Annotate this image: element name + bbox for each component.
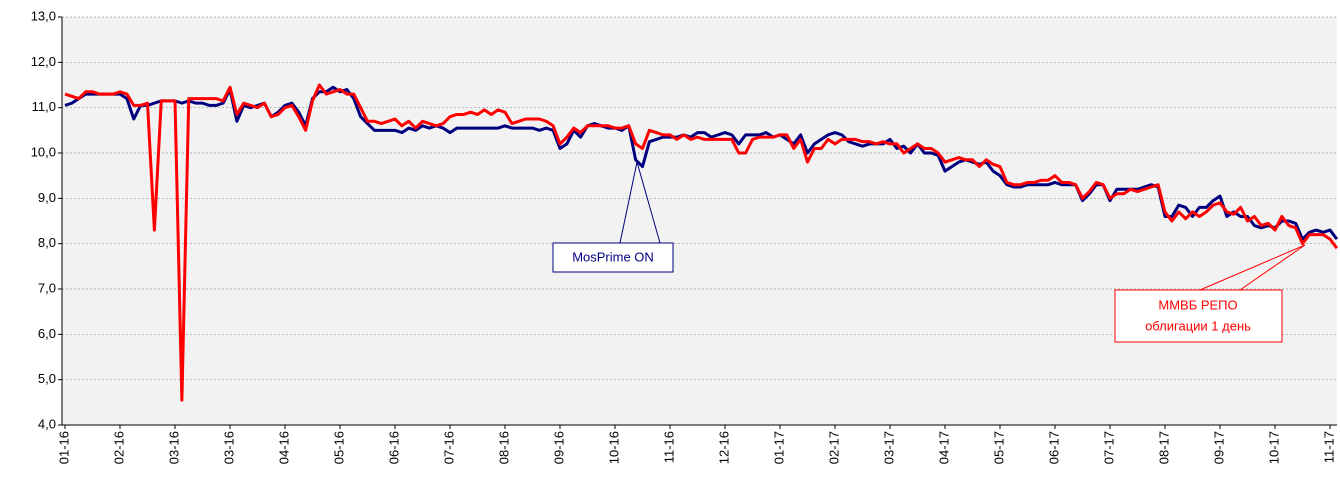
annotation-leader <box>636 161 661 244</box>
y-tick-label: 6,0 <box>38 326 56 341</box>
grid <box>62 16 1337 426</box>
annotation: MosPrime ON <box>572 249 654 264</box>
x-tick-label: 02-16 <box>111 431 126 464</box>
annotation-leader <box>619 161 638 244</box>
annotation-leader <box>1199 244 1306 291</box>
x-tick-label: 11-16 <box>661 431 676 463</box>
annotation-leader <box>1239 244 1306 291</box>
series-line <box>64 83 1339 402</box>
x-tick-label: 06-16 <box>386 431 401 464</box>
y-tick-label: 12,0 <box>31 54 56 69</box>
x-tick-label: 10-17 <box>1266 431 1281 464</box>
x-tick-label: 09-17 <box>1211 431 1226 464</box>
x-tick-label: 01-17 <box>771 431 786 464</box>
x-tick-label: 07-17 <box>1101 431 1116 464</box>
y-tick-label: 8,0 <box>38 235 56 250</box>
lines <box>64 83 1339 402</box>
annotation-box <box>552 242 674 273</box>
y-tick-label: 10,0 <box>31 144 56 159</box>
x-tick-label: 03-16 <box>221 431 236 464</box>
y-tick-label: 7,0 <box>38 280 56 295</box>
annotation: облигации 1 день <box>1145 318 1251 333</box>
x-tick-label: 09-16 <box>551 431 566 464</box>
x-tick-label: 08-16 <box>496 431 511 464</box>
x-tick-label: 04-16 <box>276 431 291 464</box>
x-tick-label: 12-16 <box>716 431 731 464</box>
y-tick-label: 13,0 <box>31 8 56 23</box>
x-tick-label: 03-17 <box>881 431 896 464</box>
x-tick-label: 11-17 <box>1321 431 1336 463</box>
x-tick-label: 03-16 <box>166 431 181 464</box>
x-tick-label: 04-17 <box>936 431 951 464</box>
annotation-box <box>1114 289 1283 343</box>
x-tick-label: 07-16 <box>441 431 456 464</box>
x-tick-label: 06-17 <box>1046 431 1061 464</box>
x-tick-label: 10-16 <box>606 431 621 464</box>
x-tick-label: 05-17 <box>991 431 1006 464</box>
y-tick-label: 5,0 <box>38 371 56 386</box>
y-tick-label: 9,0 <box>38 190 56 205</box>
annotation: ММВБ РЕПО <box>1158 297 1237 312</box>
series-line <box>64 85 1339 241</box>
x-tick-label: 02-17 <box>826 431 841 464</box>
x-tick-label: 08-17 <box>1156 431 1171 464</box>
x-tick-label: 05-16 <box>331 431 346 464</box>
y-tick-label: 11,0 <box>32 99 56 114</box>
y-tick-label: 4,0 <box>38 416 56 431</box>
plot-area <box>62 17 1337 425</box>
x-tick-label: 01-16 <box>56 431 71 464</box>
